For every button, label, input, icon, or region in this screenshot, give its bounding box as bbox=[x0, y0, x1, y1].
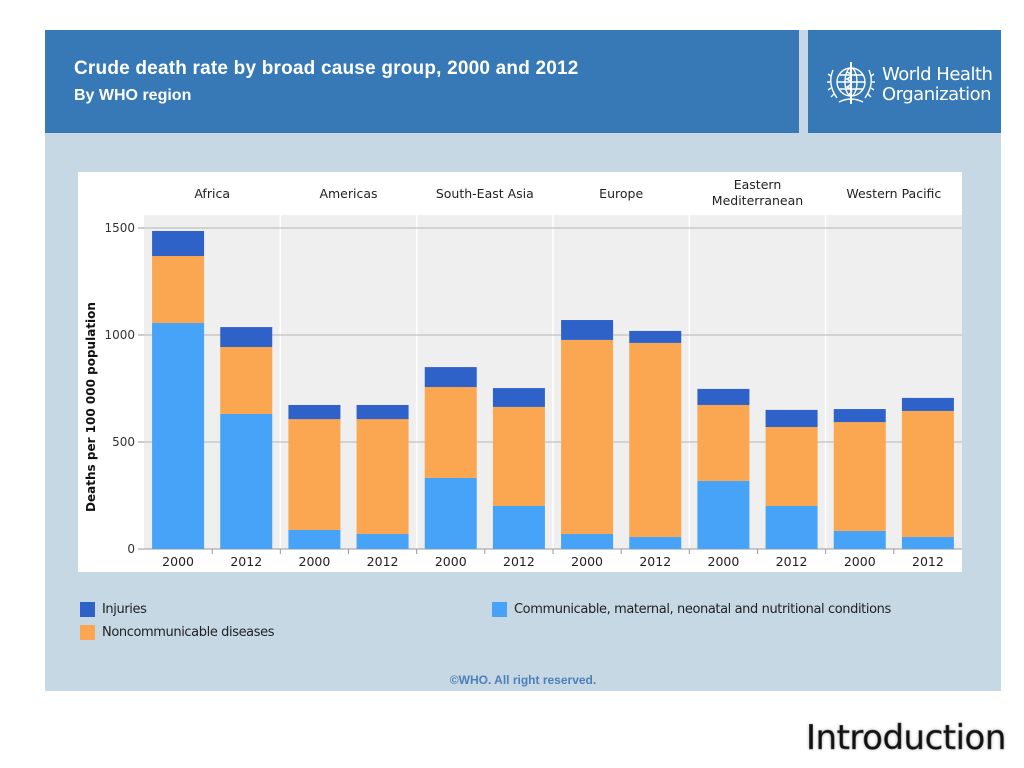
bar-segment-communicable bbox=[220, 413, 273, 549]
bar-segment-noncommunicable bbox=[765, 427, 818, 506]
region-label: Western Pacific bbox=[846, 186, 941, 201]
x-tick-label: 2012 bbox=[503, 554, 535, 569]
bar-segment-noncommunicable bbox=[901, 410, 954, 538]
bar-segment-noncommunicable bbox=[288, 419, 341, 530]
y-tick-label: 1500 bbox=[104, 221, 135, 235]
y-tick-label: 500 bbox=[112, 435, 135, 449]
bar-segment-communicable bbox=[424, 477, 477, 549]
bar-segment-injuries bbox=[901, 397, 954, 411]
bar-segment-noncommunicable bbox=[833, 422, 886, 532]
bar-segment-noncommunicable bbox=[697, 404, 750, 481]
x-tick-label: 2000 bbox=[708, 554, 740, 569]
legend-label: Communicable, maternal, neonatal and nut… bbox=[514, 602, 891, 617]
bar-segment-injuries bbox=[152, 230, 205, 257]
bar-segment-injuries bbox=[697, 388, 750, 405]
x-tick-label: 2012 bbox=[776, 554, 808, 569]
bar-segment-injuries bbox=[561, 320, 614, 340]
bar-segment-communicable bbox=[629, 537, 682, 549]
chart-panel: 0 500 1000 1500 Deaths per 100 000 populatio… bbox=[78, 172, 962, 572]
legend-swatch-noncommunicable bbox=[80, 625, 95, 640]
slide: Crude death rate by broad cause group, 2… bbox=[45, 30, 1001, 691]
x-tick-label: 2012 bbox=[367, 554, 399, 569]
x-tick-label: 2000 bbox=[435, 554, 467, 569]
x-tick-label: 2000 bbox=[571, 554, 603, 569]
chart-title: Crude death rate by broad cause group, 2… bbox=[74, 58, 579, 79]
bar-segment-communicable bbox=[561, 534, 614, 549]
legend-swatch-injuries bbox=[80, 602, 95, 617]
region-label: Africa bbox=[194, 186, 230, 201]
who-logo: World Health Organization bbox=[808, 30, 1001, 133]
region-label: Eastern bbox=[734, 177, 782, 192]
bar-segment-injuries bbox=[765, 409, 818, 428]
bar-segment-injuries bbox=[424, 367, 477, 388]
x-tick-label: 2000 bbox=[844, 554, 876, 569]
bar-segment-injuries bbox=[629, 330, 682, 343]
region-label: Americas bbox=[319, 186, 377, 201]
bar-segment-injuries bbox=[492, 388, 545, 407]
slide-footer-title: Introduction bbox=[806, 718, 1007, 759]
bar-segment-injuries bbox=[220, 327, 273, 347]
bar-segment-communicable bbox=[288, 529, 341, 549]
bar-segment-communicable bbox=[492, 505, 545, 549]
region-label: South-East Asia bbox=[436, 186, 534, 201]
copyright-notice: ©WHO. All right reserved. bbox=[449, 673, 597, 687]
legend-item-communicable: Communicable, maternal, neonatal and nut… bbox=[492, 602, 891, 617]
legend-item-noncommunicable: Noncommunicable diseases bbox=[80, 625, 274, 640]
y-axis-label: Deaths per 100 000 population bbox=[84, 302, 98, 512]
bar-segment-injuries bbox=[356, 404, 409, 420]
bar-segment-communicable bbox=[901, 537, 954, 549]
bar-segment-injuries bbox=[288, 404, 341, 420]
bar-segment-injuries bbox=[833, 409, 886, 423]
bar-segment-communicable bbox=[356, 534, 409, 549]
x-tick-label: 2012 bbox=[639, 554, 671, 569]
who-emblem-icon bbox=[827, 62, 875, 104]
bar-segment-noncommunicable bbox=[561, 339, 614, 535]
logo-line-1: World Health bbox=[882, 64, 993, 85]
region-label: Mediterranean bbox=[712, 193, 803, 208]
bar-segment-noncommunicable bbox=[220, 346, 273, 414]
x-tick-label: 2000 bbox=[162, 554, 194, 569]
bar-segment-noncommunicable bbox=[356, 419, 409, 535]
header-banner: Crude death rate by broad cause group, 2… bbox=[45, 30, 799, 133]
bar-segment-noncommunicable bbox=[152, 256, 205, 324]
stacked-bar-chart: 0 500 1000 1500 Deaths per 100 000 populatio… bbox=[84, 177, 962, 569]
bar-segment-noncommunicable bbox=[492, 406, 545, 506]
bar-segment-noncommunicable bbox=[424, 387, 477, 478]
bar-segment-communicable bbox=[152, 323, 205, 549]
x-tick-label: 2000 bbox=[299, 554, 331, 569]
logo-line-2: Organization bbox=[882, 84, 992, 105]
bar-segment-communicable bbox=[697, 480, 750, 549]
bar-segment-communicable bbox=[765, 505, 818, 549]
y-tick-label: 0 bbox=[127, 542, 135, 556]
region-label: Europe bbox=[599, 186, 643, 201]
bar-segment-noncommunicable bbox=[629, 342, 682, 538]
legend-label: Noncommunicable diseases bbox=[102, 625, 275, 640]
chart-subtitle: By WHO region bbox=[74, 87, 192, 104]
x-tick-label: 2012 bbox=[230, 554, 262, 569]
legend-swatch-communicable bbox=[492, 602, 507, 617]
y-tick-label: 1000 bbox=[104, 328, 135, 342]
legend-label: Injuries bbox=[102, 602, 147, 617]
x-tick-label: 2012 bbox=[912, 554, 944, 569]
bar-segment-communicable bbox=[833, 531, 886, 549]
legend-item-injuries: Injuries bbox=[80, 602, 147, 617]
who-logo-text: World Health Organization bbox=[882, 64, 993, 105]
